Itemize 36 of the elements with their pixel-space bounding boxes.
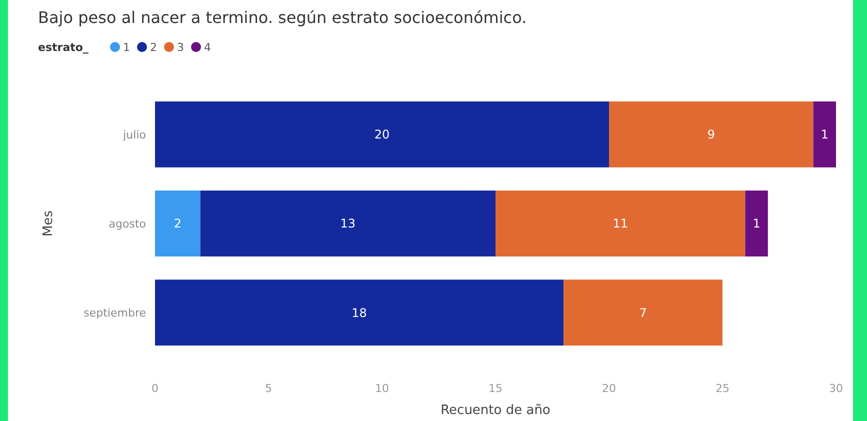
bar <box>200 190 496 256</box>
legend-label: 1 <box>123 41 130 54</box>
bar <box>813 101 836 168</box>
x-tick-label: 15 <box>488 382 502 395</box>
x-tick-label: 20 <box>602 382 616 395</box>
data-label: 1 <box>752 216 760 231</box>
x-axis-title: Recuento de año <box>440 403 550 418</box>
data-label: 2 <box>174 216 182 231</box>
bar <box>155 190 200 256</box>
legend-label: 4 <box>204 41 211 54</box>
data-label: 11 <box>612 216 628 231</box>
data-label: 1 <box>820 128 828 142</box>
x-tick-label: 5 <box>265 382 272 395</box>
y-tick-label: septiembre <box>84 306 146 320</box>
y-tick-label: agosto <box>108 217 146 230</box>
x-tick-label: 25 <box>716 382 730 395</box>
x-tick-label: 0 <box>152 382 158 395</box>
x-tick-label: 30 <box>829 382 843 395</box>
bar <box>155 280 564 346</box>
data-label: 13 <box>340 216 356 231</box>
data-label: 20 <box>374 128 390 142</box>
y-tick-label: julio <box>122 128 146 142</box>
bar <box>745 190 768 256</box>
x-tick-label: 10 <box>375 382 389 395</box>
legend-title: estrato_ <box>38 41 89 54</box>
bar <box>609 101 814 168</box>
bar <box>155 101 609 168</box>
data-label: 9 <box>707 128 715 142</box>
chart-title: Bajo peso al nacer a termino. según estrato socioeconómico. <box>38 8 527 27</box>
data-label: 7 <box>639 306 647 320</box>
bar <box>496 190 746 256</box>
data-label: 18 <box>352 306 367 320</box>
bar <box>564 280 722 346</box>
legend-label: 3 <box>177 41 184 54</box>
legend-label: 2 <box>150 41 157 54</box>
y-axis-title: Mes <box>41 210 56 236</box>
